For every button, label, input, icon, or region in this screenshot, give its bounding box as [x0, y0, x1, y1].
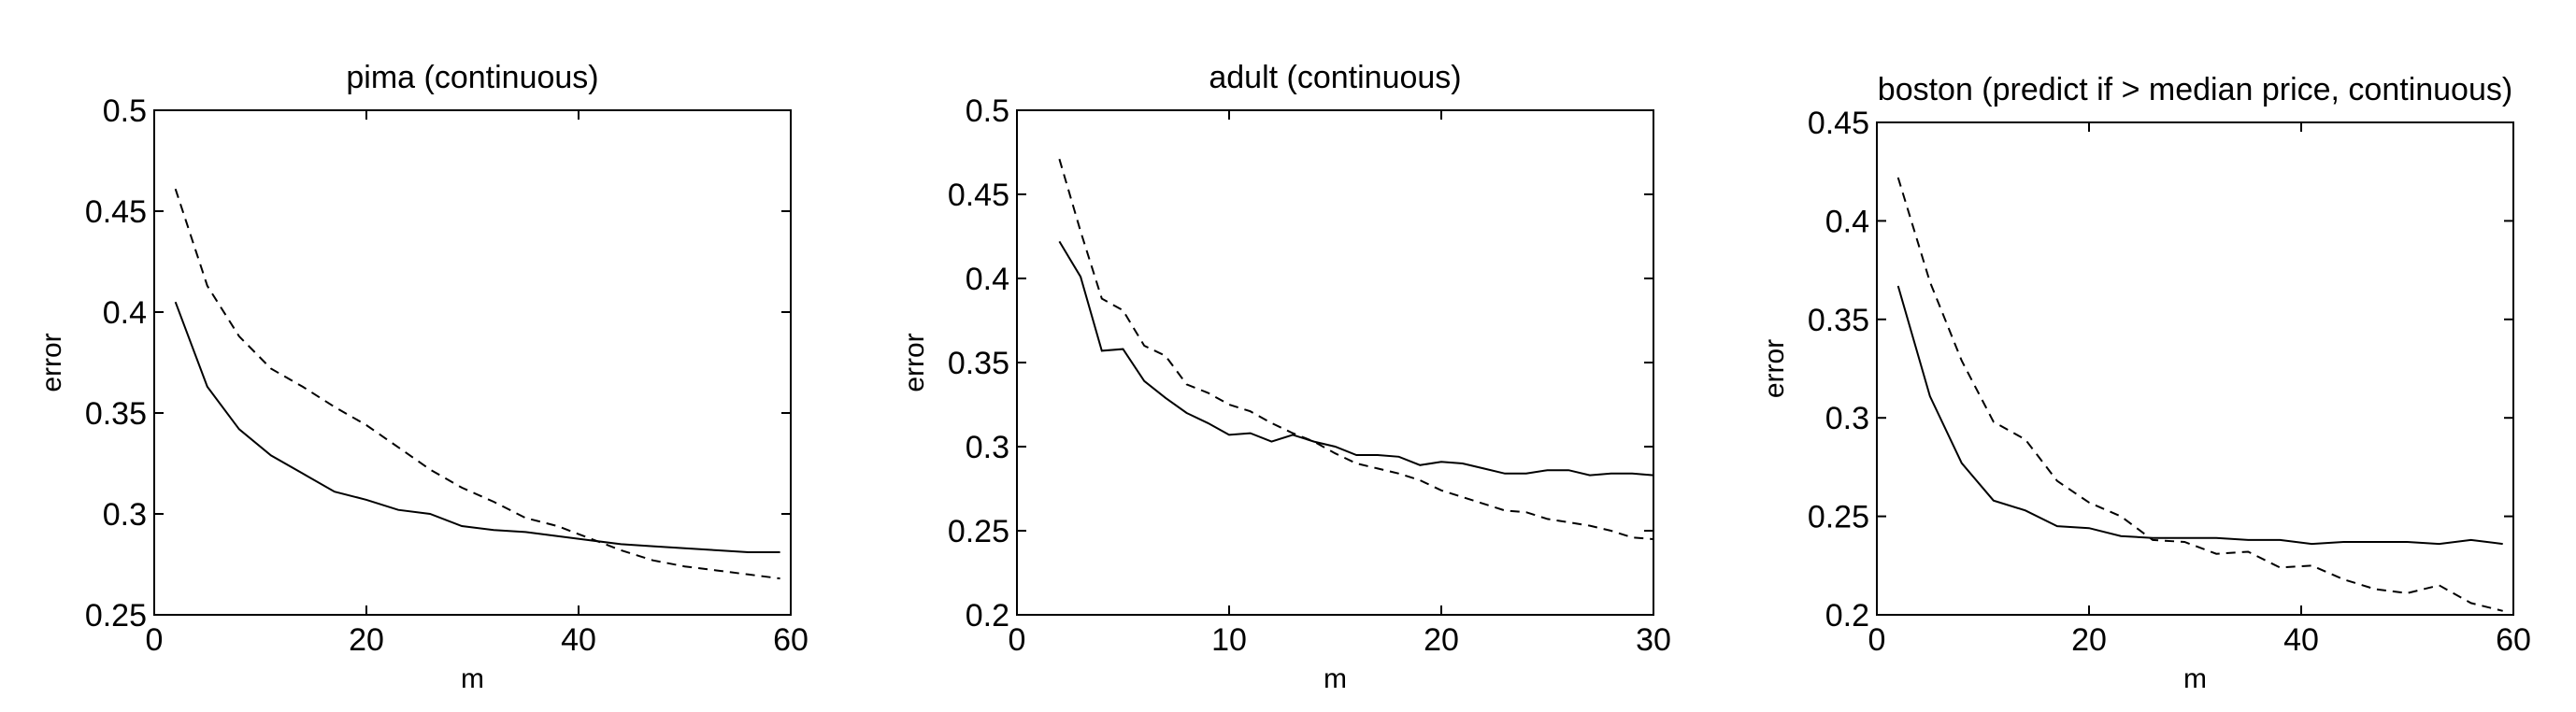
- series-line-dashed: [174, 188, 780, 580]
- series-line-dashed: [1896, 177, 2503, 612]
- x-tick-label: 60: [773, 622, 809, 658]
- x-tick-label: 20: [349, 622, 384, 658]
- series-line-solid: [1058, 240, 1654, 477]
- y-tick-label: 0.2: [966, 598, 1009, 634]
- y-tick-label: 0.45: [1808, 106, 1869, 141]
- y-tick-label: 0.3: [966, 430, 1009, 465]
- series-line-dashed: [1058, 158, 1654, 540]
- y-axis-label: error: [36, 333, 67, 392]
- y-tick-label: 0.2: [1825, 598, 1869, 634]
- y-tick-label: 0.3: [103, 497, 147, 533]
- plot-frame: [153, 109, 792, 616]
- x-tick-label: 40: [2283, 622, 2319, 658]
- series-line-solid: [174, 301, 780, 553]
- x-tick-label: 60: [2496, 622, 2531, 658]
- y-tick-label: 0.4: [1825, 204, 1869, 239]
- y-tick-label: 0.5: [966, 93, 1009, 129]
- chart-title: pima (continuous): [346, 60, 598, 95]
- y-tick-label: 0.25: [948, 514, 1009, 549]
- y-tick-label: 0.4: [103, 295, 147, 331]
- y-tick-label: 0.35: [85, 396, 147, 432]
- y-tick-label: 0.35: [948, 346, 1009, 381]
- chart-panel-2: adult (continuous) 0 10 20 30 0.2 0.25 0.3 0.35 0…: [899, 60, 1671, 694]
- y-tick-label: 0.25: [85, 598, 147, 634]
- x-tick-label: 40: [561, 622, 596, 658]
- plot-frame: [1016, 109, 1654, 616]
- y-tick-label: 0.45: [948, 178, 1009, 213]
- chart-title: adult (continuous): [1209, 60, 1461, 95]
- x-tick-label: 30: [1636, 622, 1671, 658]
- chart-title: boston (predict if > median price, conti…: [1878, 72, 2512, 107]
- y-axis-label: error: [1759, 339, 1790, 398]
- y-tick-label: 0.35: [1808, 303, 1869, 338]
- x-axis-label: m: [2183, 663, 2207, 694]
- x-tick-label: 10: [1211, 622, 1247, 658]
- y-axis-label: error: [899, 333, 930, 392]
- series-line-solid: [1896, 285, 2503, 546]
- plot-frame: [1876, 121, 2514, 616]
- y-tick-label: 0.4: [966, 262, 1009, 297]
- x-tick-label: 20: [1424, 622, 1459, 658]
- x-tick-label: 0: [1009, 622, 1026, 658]
- x-axis-label: m: [1324, 663, 1347, 694]
- y-tick-label: 0.5: [103, 93, 147, 129]
- chart-panel-1: pima (continuous) 0 20 40 60 0.25 0.3 0.35 0.4 0.…: [36, 60, 809, 694]
- x-tick-label: 0: [146, 622, 164, 658]
- x-axis-label: m: [461, 663, 484, 694]
- chart-panel-3: boston (predict if > median price, conti…: [1759, 72, 2531, 694]
- y-tick-label: 0.25: [1808, 500, 1869, 535]
- y-tick-label: 0.45: [85, 194, 147, 230]
- y-tick-label: 0.3: [1825, 401, 1869, 436]
- x-tick-label: 0: [1868, 622, 1886, 658]
- x-tick-label: 20: [2071, 622, 2107, 658]
